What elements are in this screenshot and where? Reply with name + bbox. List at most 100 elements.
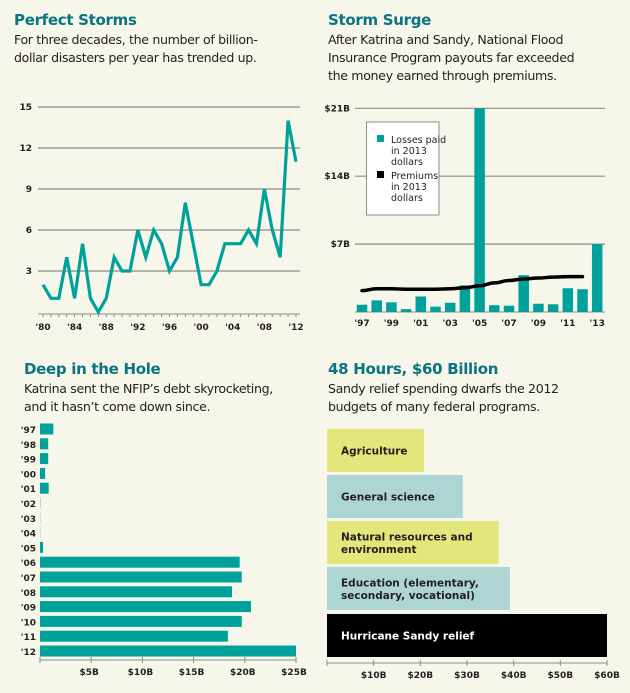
y-tick-label: '11: [21, 633, 36, 643]
y-tick-label: '97: [21, 426, 36, 436]
losses-bar: [518, 275, 529, 312]
program-label: Hurricane Sandy relief: [341, 631, 475, 643]
losses-bar: [459, 285, 471, 312]
x-tick-label: '00: [193, 323, 208, 333]
storm-surge-subtitle: After Katrina and Sandy, National Flood …: [328, 31, 575, 85]
y-tick-label: 15: [19, 103, 32, 113]
y-tick-label: 12: [19, 144, 32, 154]
deep-in-hole-subtitle: Katrina sent the NFIP’s debt skyrocketin…: [24, 380, 273, 416]
legend-swatch-premiums: [377, 171, 384, 178]
debt-bar: [40, 615, 242, 627]
debt-bar: [40, 571, 242, 583]
y-tick-label: '01: [21, 485, 36, 495]
subtitle-line: For three decades, the number of billion…: [14, 32, 258, 47]
x-tick-label: '84: [67, 323, 82, 333]
debt-bar: [40, 467, 46, 479]
program-bar: [327, 429, 425, 472]
y-tick-label: $14B: [324, 172, 350, 182]
y-tick-label: '09: [21, 604, 36, 614]
x-tick-label: '13: [590, 319, 605, 329]
x-tick-label: $10B: [361, 671, 387, 681]
subtitle-line: Sandy relief spending dwarfs the 2012: [328, 381, 559, 396]
legend-swatch-losses: [377, 135, 384, 142]
y-tick-label: '98: [21, 441, 36, 451]
y-tick-label: 3: [26, 267, 32, 277]
program-bar: [327, 614, 607, 657]
x-tick-label: '03: [443, 319, 458, 329]
debt-bar: [40, 453, 49, 465]
debt-bar: [40, 497, 41, 509]
losses-bar: [400, 309, 412, 312]
x-tick-label: '92: [130, 323, 145, 333]
losses-bar: [386, 302, 397, 312]
losses-bar: [591, 244, 603, 312]
perfect-storms-title: Perfect Storms: [14, 11, 137, 29]
legend-label-premiums: Premiums: [391, 171, 438, 182]
losses-bar: [415, 296, 427, 312]
x-tick-label: $15B: [179, 668, 205, 678]
debt-bar: [40, 645, 296, 657]
y-tick-label: $7B: [331, 240, 351, 250]
y-tick-label: '99: [21, 456, 36, 466]
debt-bar: [40, 423, 54, 435]
legend-label-losses: dollars: [391, 157, 423, 168]
subtitle-line: After Katrina and Sandy, National Flood: [328, 32, 564, 47]
legend-label-losses: Losses paid: [391, 135, 446, 146]
deep-in-hole-chart: '97 '98 '99 '00 '01 '02 '03 '04 '05 '06 '07 '08 '09 '…: [21, 423, 307, 678]
x-tick-label: $5B: [80, 668, 100, 678]
debt-bar: [40, 556, 240, 568]
x-tick-label: '07: [501, 319, 516, 329]
subtitle-line: budgets of many federal programs.: [328, 399, 540, 414]
program-bar: [327, 475, 463, 518]
y-tick-label: 6: [26, 226, 32, 236]
losses-bar: [489, 305, 500, 312]
x-tick-label: $40B: [501, 671, 527, 681]
storm-surge-title: Storm Surge: [328, 11, 432, 29]
losses-bar: [503, 305, 515, 312]
legend-label-losses: in 2013: [391, 146, 427, 157]
debt-bar: [40, 601, 251, 613]
program-label: environment: [341, 544, 416, 556]
program-bar: [327, 567, 510, 610]
y-tick-label: '04: [21, 530, 36, 540]
perfect-storms-subtitle: For three decades, the number of billion…: [14, 31, 258, 67]
premiums-line: [360, 274, 585, 293]
losses-bar: [430, 306, 441, 312]
x-tick-label: '88: [99, 323, 114, 333]
subtitle-line: Insurance Program payouts far exceeded: [328, 50, 575, 65]
sandy-title: 48 Hours, $60 Billion: [328, 360, 499, 378]
subtitle-line: dollar disasters per year has trended up…: [14, 50, 257, 65]
x-tick-label: '09: [531, 319, 546, 329]
x-tick-label: '08: [257, 323, 272, 333]
y-tick-label: '07: [21, 574, 36, 584]
y-tick-label: '06: [21, 559, 36, 569]
disasters-line: [41, 120, 298, 316]
y-tick-label: '03: [21, 515, 36, 525]
debt-bar: [40, 438, 49, 450]
x-tick-label: $25B: [281, 668, 307, 678]
sandy-chart: Agriculture General science Natural resour…: [326, 429, 620, 681]
x-tick-label: '11: [560, 319, 575, 329]
program-label: Agriculture: [341, 446, 408, 458]
losses-bar: [444, 302, 456, 312]
y-tick-label: '12: [21, 648, 36, 658]
y-tick-label: '00: [21, 470, 36, 480]
legend-label-premiums: in 2013: [391, 182, 427, 193]
sandy-subtitle: Sandy relief spending dwarfs the 2012 bu…: [328, 380, 559, 416]
debt-bar: [40, 482, 49, 494]
program-label: secondary, vocational): [341, 590, 475, 602]
losses-bar: [547, 304, 559, 312]
y-tick-label: 9: [26, 185, 32, 195]
debt-bar: [40, 527, 41, 539]
x-tick-label: '12: [288, 323, 303, 333]
subtitle-line: the money earned through premiums.: [328, 68, 557, 83]
x-tick-label: $50B: [548, 671, 574, 681]
x-tick-label: '04: [225, 323, 240, 333]
subtitle-line: and it hasn’t come down since.: [24, 399, 211, 414]
subtitle-line: Katrina sent the NFIP’s debt skyrocketin…: [24, 381, 273, 396]
x-tick-label: $60B: [594, 671, 620, 681]
program-bar: [327, 521, 499, 564]
y-tick-label: '02: [21, 500, 36, 510]
